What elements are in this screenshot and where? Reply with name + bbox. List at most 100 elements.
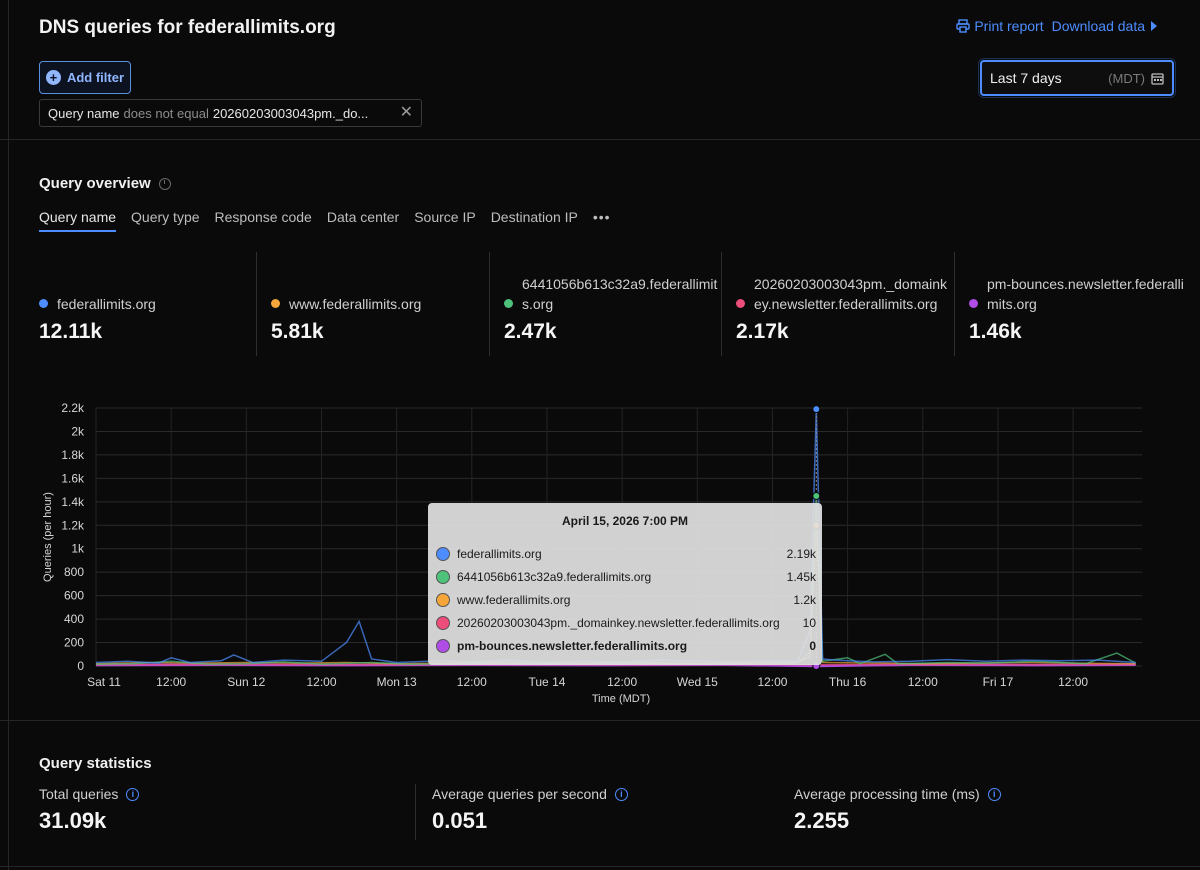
metric-label-text: pm-bounces.newsletter.federallimits.org (987, 276, 1184, 312)
y-tick-label: 1.2k (61, 518, 85, 532)
x-tick-label: 12:00 (607, 675, 637, 689)
x-tick-label: 12:00 (908, 675, 938, 689)
print-report-label: Print report (974, 18, 1044, 34)
tab-source-ip[interactable]: Source IP (414, 209, 476, 225)
add-filter-label: Add filter (66, 70, 125, 85)
tab-destination-ip[interactable]: Destination IP (490, 209, 578, 225)
metric-value: 1.46k (969, 320, 1022, 343)
series-dot (736, 299, 745, 308)
page-title: DNS queries for federallimits.org (39, 17, 336, 38)
metric-label-text: 20260203003043pm._domainkey.newsletter.f… (754, 276, 948, 312)
stat-label: Total queries i (39, 786, 140, 802)
metric-card[interactable]: pm-bounces.newsletter.federallimits.org … (954, 252, 1194, 356)
x-tick-label: 12:00 (457, 675, 487, 689)
series-dot (436, 570, 450, 584)
series-dot (436, 616, 450, 630)
tooltip-row: pm-bounces.newsletter.federallimits.org 0 (436, 637, 816, 655)
query-overview-label: Query overview (39, 175, 151, 192)
metric-label-text: federallimits.org (57, 296, 156, 312)
metric-card[interactable]: 6441056b613c32a9.federallimits.org 2.47k (489, 252, 721, 356)
tooltip-series-value: 1.2k (793, 593, 816, 607)
tab-query-type[interactable]: Query type (131, 209, 200, 225)
metric-card[interactable]: federallimits.org 12.11k (24, 252, 256, 356)
x-tick-label: 12:00 (1058, 675, 1088, 689)
series-dot (504, 299, 513, 308)
metric-value: 12.11k (39, 320, 103, 343)
filter-chip[interactable]: Query name does not equal 20260203003043… (39, 99, 422, 127)
date-range-value: Last 7 days (990, 70, 1062, 86)
x-tick-label: Tue 14 (529, 675, 566, 689)
tab-response-code[interactable]: Response code (214, 209, 312, 225)
metric-label: 6441056b613c32a9.federallimits.org (504, 274, 719, 314)
y-tick-label: 1.8k (61, 448, 85, 462)
query-chart[interactable]: 0 200 400 600 800 1k 1.2k 1.4k 1.6k 1.8k 2k 2.2k Sat… (0, 395, 1200, 715)
header-actions: Print report Download data (956, 18, 1159, 34)
stat-avg-processing: Average processing time (ms) i 2.255 (794, 786, 1001, 834)
bottom-divider (0, 866, 1200, 867)
print-report-link[interactable]: Print report (956, 18, 1044, 34)
metric-card[interactable]: 20260203003043pm._domainkey.newsletter.f… (721, 252, 954, 356)
series-dot (969, 299, 978, 308)
x-tick-label: 12:00 (306, 675, 336, 689)
left-border (8, 0, 9, 870)
download-data-link[interactable]: Download data (1052, 18, 1159, 34)
y-tick-label: 600 (64, 589, 84, 603)
history-icon[interactable] (158, 177, 171, 190)
date-range-timezone: (MDT) (1108, 70, 1145, 86)
y-tick-label: 1k (71, 542, 85, 556)
metric-divider (489, 252, 490, 356)
tooltip-row: 6441056b613c32a9.federallimits.org 1.45k (436, 568, 816, 586)
x-tick-label: Mon 13 (377, 675, 417, 689)
x-tick-label: Sat 11 (87, 675, 121, 689)
chart-tooltip: April 15, 2026 7:00 PM federallimits.org… (428, 503, 822, 665)
metric-divider (721, 252, 722, 356)
query-overview-title: Query overview (39, 175, 171, 192)
metric-value: 2.17k (736, 320, 789, 343)
stat-value: 2.255 (794, 808, 850, 833)
tooltip-series-name: federallimits.org (457, 547, 542, 561)
metric-value: 5.81k (271, 320, 324, 343)
info-icon[interactable]: i (987, 787, 1001, 801)
metric-label: federallimits.org (39, 294, 254, 314)
query-line-chart[interactable]: 0 200 400 600 800 1k 1.2k 1.4k 1.6k 1.8k 2k 2.2k Sat… (0, 395, 1200, 715)
metric-card[interactable]: www.federallimits.org 5.81k (256, 252, 489, 356)
stat-label-text: Average queries per second (432, 786, 607, 802)
y-axis-label: Queries (per hour) (42, 492, 54, 582)
stat-value: 0.051 (432, 808, 488, 833)
metric-label-text: 6441056b613c32a9.federallimits.org (522, 276, 718, 312)
metric-cards: federallimits.org 12.11k www.federallimi… (24, 252, 1194, 356)
stat-label-text: Average processing time (ms) (794, 786, 980, 802)
tooltip-row: www.federallimits.org 1.2k (436, 591, 816, 609)
metric-divider (256, 252, 257, 356)
tab-data-center[interactable]: Data center (326, 209, 400, 225)
info-icon[interactable]: i (614, 787, 628, 801)
y-tick-label: 400 (64, 612, 84, 626)
stat-avg-qps: Average queries per second i 0.051 (432, 786, 628, 834)
metric-label: 20260203003043pm._domainkey.newsletter.f… (736, 274, 951, 314)
x-tick-label: 12:00 (156, 675, 186, 689)
stat-label-text: Total queries (39, 786, 119, 802)
hover-point (812, 491, 821, 500)
x-tick-label: Wed 15 (677, 675, 718, 689)
tooltip-series-name: 6441056b613c32a9.federallimits.org (457, 570, 652, 584)
more-tabs-button[interactable]: ••• (592, 209, 611, 225)
x-tick-label: 12:00 (757, 675, 787, 689)
close-icon[interactable]: ✕ (399, 104, 413, 121)
printer-icon (956, 19, 971, 33)
metric-divider (954, 252, 955, 356)
y-tick-label: 2k (71, 424, 85, 438)
tooltip-series-value: 2.19k (786, 547, 816, 561)
tab-query-name[interactable]: Query name (39, 209, 117, 232)
x-tick-label: Thu 16 (829, 675, 867, 689)
stat-divider (415, 784, 416, 840)
series-dot (436, 593, 450, 607)
metric-label-text: www.federallimits.org (289, 296, 422, 312)
date-range-picker[interactable]: Last 7 days (MDT) (978, 58, 1176, 98)
info-icon[interactable]: i (126, 787, 140, 801)
tooltip-series-name: www.federallimits.org (457, 593, 571, 607)
add-filter-button[interactable]: + Add filter (39, 61, 131, 94)
tooltip-row: federallimits.org 2.19k (436, 545, 816, 563)
tooltip-series-name: pm-bounces.newsletter.federallimits.org (457, 639, 688, 653)
plus-circle-icon: + (45, 70, 61, 85)
tooltip-title: April 15, 2026 7:00 PM (561, 514, 689, 528)
